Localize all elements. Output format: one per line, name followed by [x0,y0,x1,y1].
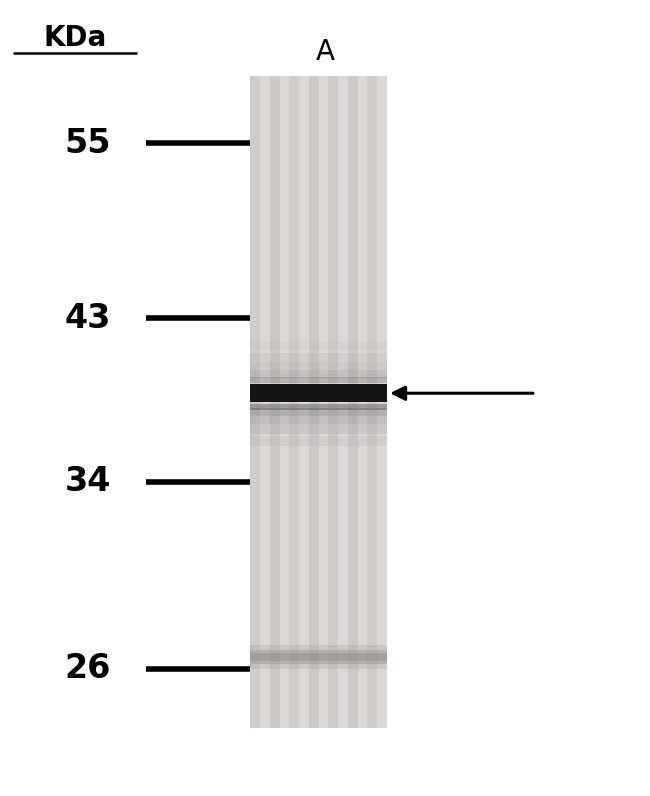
Bar [250,362,387,370]
Bar [250,76,260,728]
Bar [309,76,318,728]
Bar [377,76,387,728]
Bar [367,76,377,728]
Bar [250,424,387,434]
Bar [250,408,387,416]
Bar [328,76,338,728]
Bar [250,353,387,362]
Bar [250,653,387,661]
Text: 55: 55 [64,127,111,160]
Text: KDa: KDa [43,24,107,52]
Bar [250,645,387,669]
Bar [299,76,309,728]
Bar [270,76,280,728]
Text: A: A [315,37,335,66]
Bar [250,416,387,424]
Bar [348,76,358,728]
Bar [250,370,387,378]
Bar [250,436,387,446]
Bar [250,384,387,402]
Text: 43: 43 [64,302,111,335]
Bar [289,76,299,728]
Bar [250,404,387,410]
Bar [250,76,387,728]
Bar [338,76,348,728]
Bar [318,76,328,728]
Bar [250,650,387,664]
Bar [280,76,289,728]
Text: 26: 26 [64,652,111,685]
Bar [250,377,387,383]
Bar [358,76,367,728]
Text: 34: 34 [64,465,111,498]
Bar [260,76,270,728]
Bar [250,341,387,350]
